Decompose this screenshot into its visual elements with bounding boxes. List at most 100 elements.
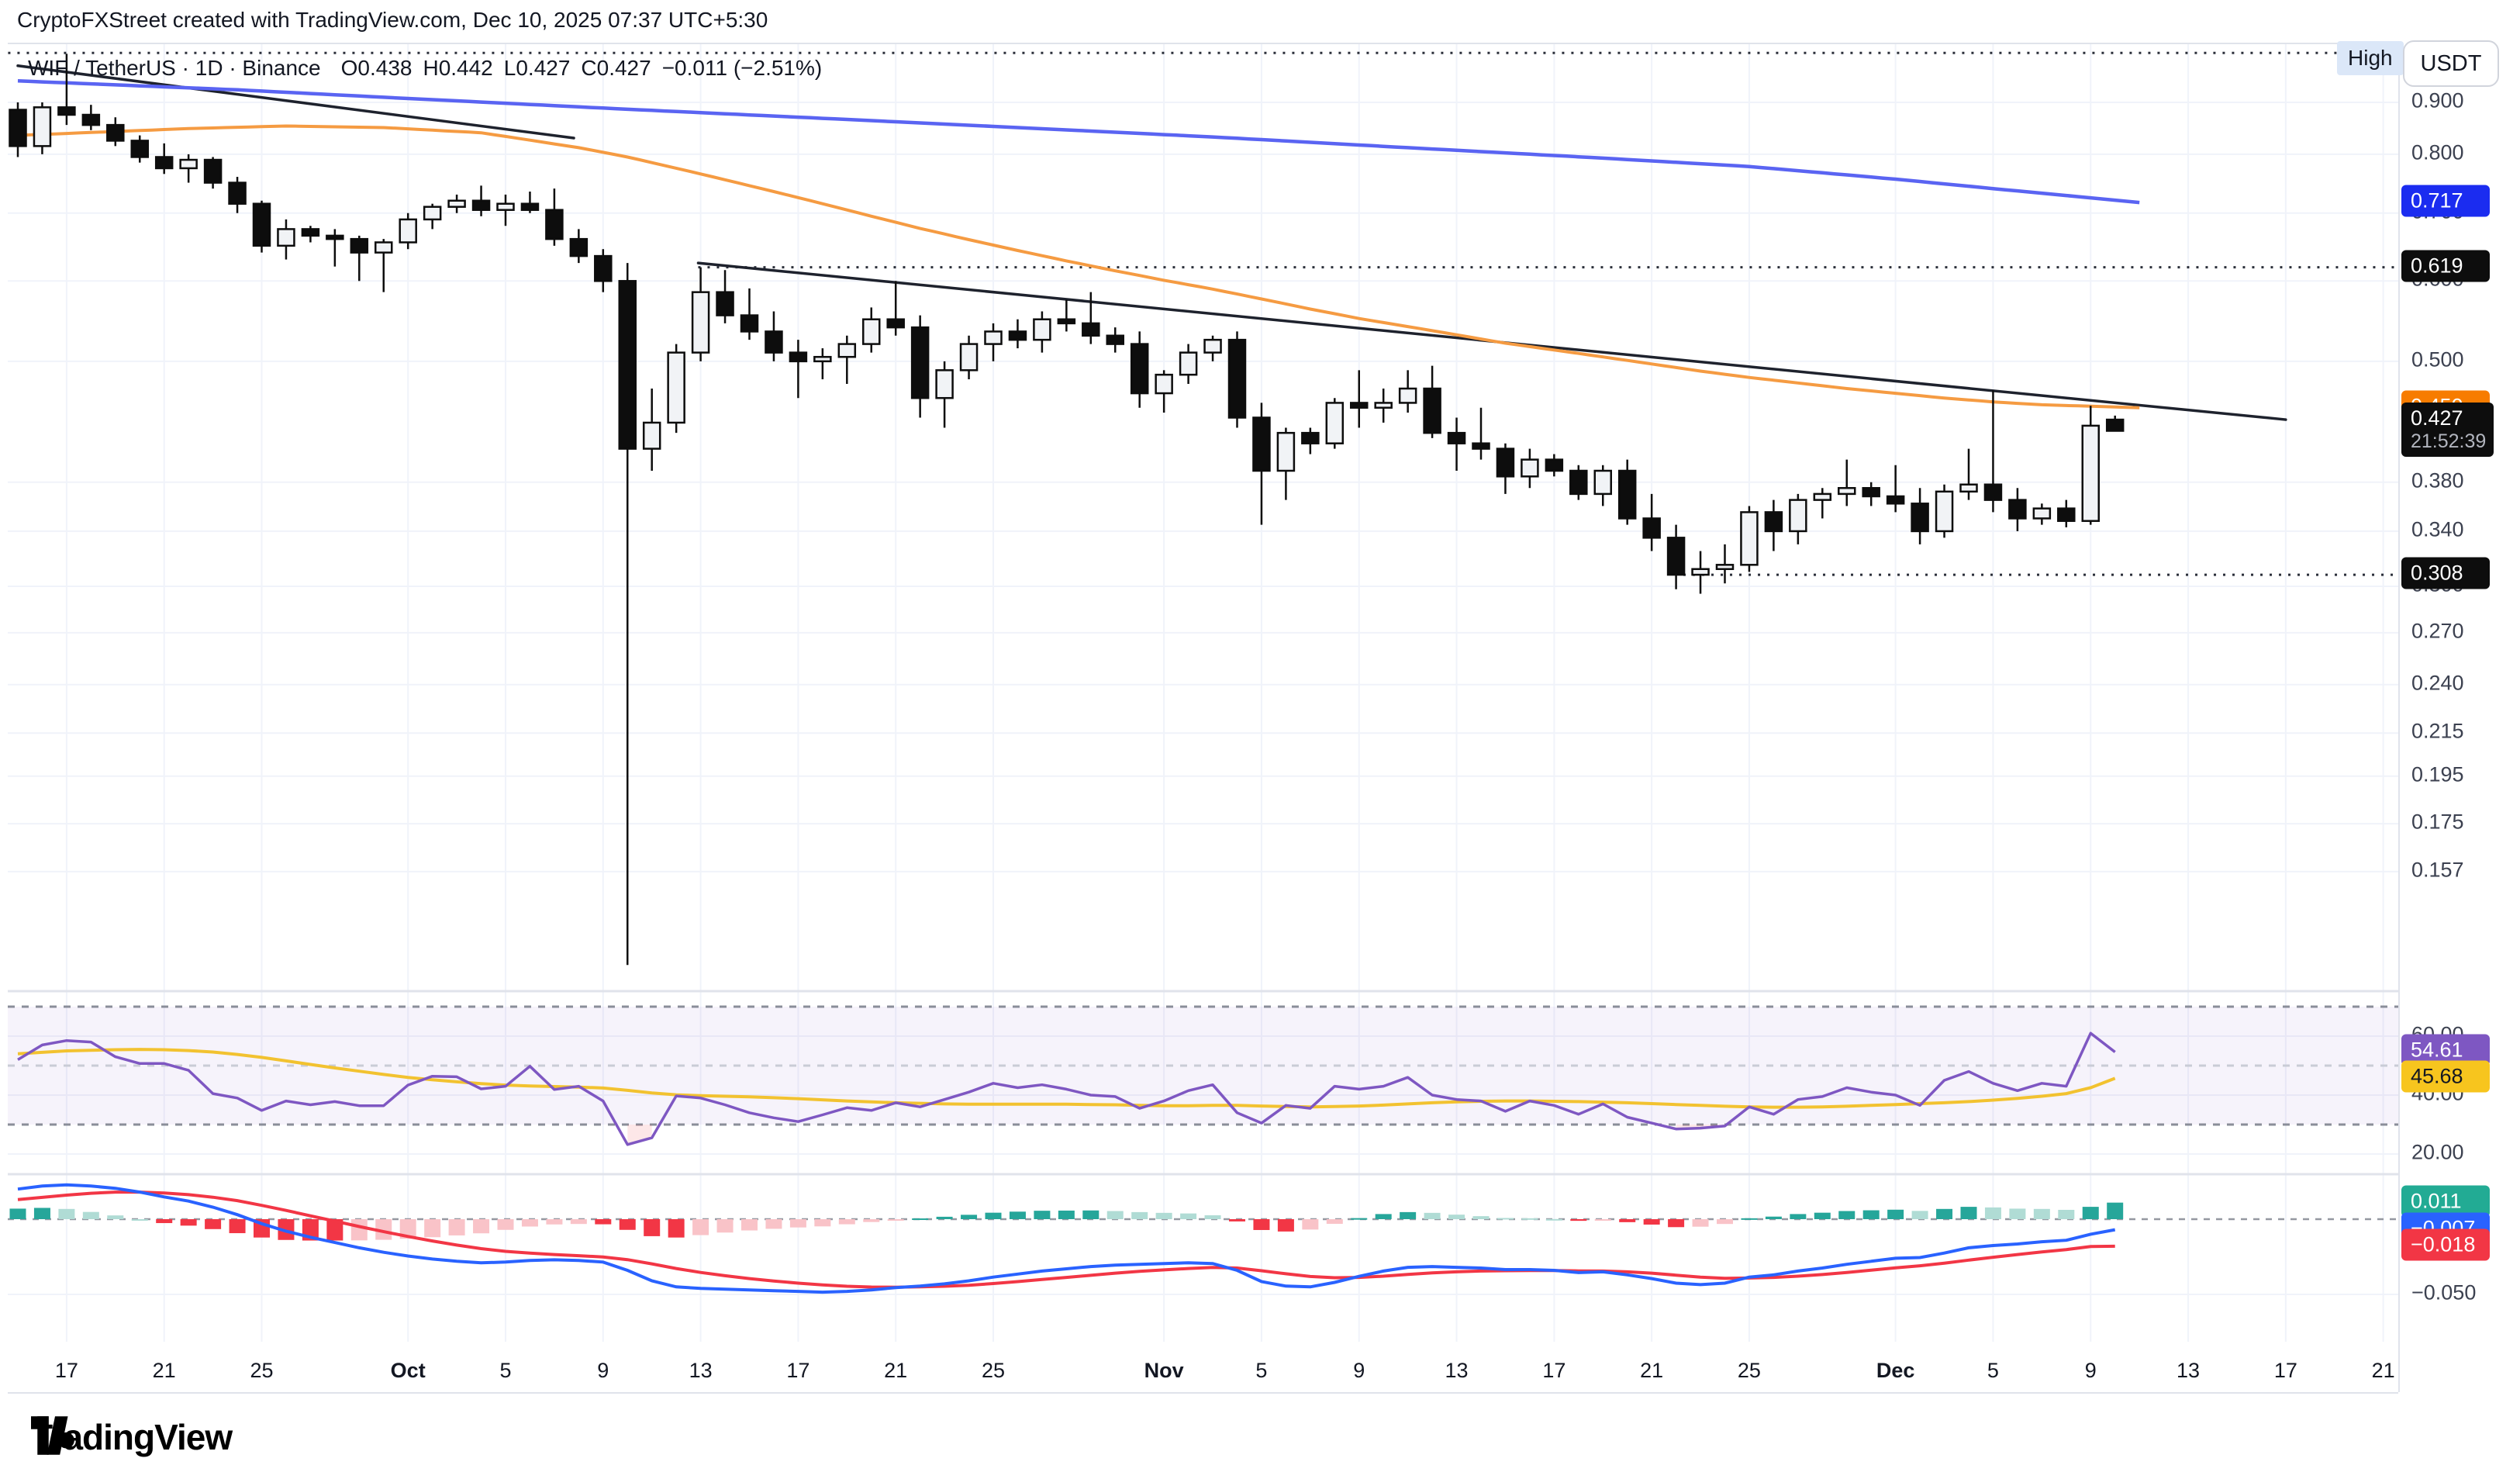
candle-body (81, 113, 101, 126)
macd-histogram-bar (1375, 1214, 1392, 1219)
candle-body (130, 140, 149, 158)
candle-body (594, 254, 613, 282)
candle-body (1789, 499, 1807, 533)
candle-body (9, 109, 27, 147)
macd-histogram-bar (473, 1219, 490, 1234)
macd-histogram-bar (2082, 1207, 2099, 1219)
time-tick-label[interactable]: 17 (1542, 1359, 1566, 1382)
time-axis-border (8, 1392, 2398, 1394)
candle-body (1033, 318, 1051, 341)
macd-histogram-bar (107, 1215, 124, 1219)
candle-body (1862, 487, 1880, 498)
macd-histogram-bar (1545, 1218, 1562, 1221)
time-tick-label[interactable]: 5 (1255, 1359, 1268, 1382)
time-tick-label[interactable]: 21 (2371, 1359, 2395, 1382)
macd-histogram-bar (375, 1219, 392, 1240)
candle-body (1983, 483, 2003, 501)
time-tick-label[interactable]: 13 (2177, 1359, 2201, 1382)
candle-body (935, 369, 954, 399)
candle-body (1008, 330, 1027, 341)
rsi-oversold-fill (627, 1125, 652, 1145)
time-tick-label[interactable]: 17 (786, 1359, 810, 1382)
macd-histogram-bar (1448, 1215, 1465, 1219)
macd-histogram-bar (350, 1219, 368, 1241)
candle-body (1959, 483, 1978, 493)
time-tick-label[interactable]: 25 (981, 1359, 1006, 1382)
candle-body (959, 343, 979, 371)
macd-histogram-bar (1570, 1219, 1587, 1221)
macd-histogram-bar (985, 1212, 1002, 1219)
macd-histogram-bar (1717, 1219, 1733, 1225)
candle-body (57, 106, 76, 116)
macd-histogram-bar (2058, 1209, 2075, 1219)
macd-histogram-bar (1131, 1211, 1148, 1219)
ma-blue-line (17, 79, 2140, 205)
macd-histogram-bar (936, 1216, 953, 1219)
candle-body (1082, 322, 1100, 337)
time-tick-label[interactable]: 21 (152, 1359, 176, 1382)
ohlc-open: O0.438 (340, 56, 413, 80)
time-tick-label[interactable]: 13 (689, 1359, 713, 1382)
macd-histogram-bar (619, 1219, 636, 1230)
candle-body (301, 228, 320, 237)
ma-blue-price-label: 0.717 (2401, 185, 2490, 217)
time-tick-label[interactable]: 25 (250, 1359, 274, 1382)
macd-tick-label: −0.050 (2411, 1280, 2477, 1304)
macd-histogram-bar (326, 1219, 343, 1241)
price-tick-label: 0.500 (2411, 347, 2464, 371)
time-tick-label[interactable]: 13 (1445, 1359, 1469, 1382)
candle-body (1764, 511, 1783, 533)
candle-body (1593, 469, 1612, 496)
candle-body (496, 202, 515, 211)
candle-body (910, 326, 930, 399)
ohlc-low: L0.427 (503, 56, 571, 80)
time-tick-label[interactable]: 9 (1353, 1359, 1365, 1382)
candle-body (179, 158, 198, 170)
time-tick-label[interactable]: 5 (1987, 1359, 1999, 1382)
candle-body (1642, 517, 1661, 539)
tradingview-logo[interactable]: TradingView (31, 1416, 233, 1458)
price-tick-label: 0.215 (2411, 719, 2464, 743)
macd-histogram-bar (1887, 1209, 1904, 1219)
time-tick-label[interactable]: 9 (2084, 1359, 2097, 1382)
macd-histogram-bar (9, 1208, 26, 1219)
candle-body (1838, 487, 1856, 496)
macd-histogram-bar (2009, 1208, 2026, 1219)
candle-body (1106, 334, 1124, 345)
time-tick-label[interactable]: Nov (1144, 1359, 1184, 1382)
macd-histogram-bar (716, 1219, 734, 1233)
candle-body (106, 123, 125, 142)
candle-body (1496, 447, 1515, 478)
price-tick-label: 0.900 (2411, 88, 2464, 112)
candle-body (1423, 387, 1441, 434)
chart-canvas[interactable] (8, 44, 2398, 1394)
macd-histogram-bar (668, 1219, 685, 1238)
macd-histogram-bar (2107, 1202, 2124, 1219)
ma-orange-line (17, 124, 2140, 409)
macd-histogram-bar (1960, 1207, 1977, 1219)
macd-histogram-bar (180, 1219, 197, 1226)
macd-histogram-bar (399, 1219, 416, 1239)
macd-histogram-bar (741, 1219, 758, 1231)
macd-histogram-bar (1424, 1212, 1441, 1219)
macd-histogram-bar (765, 1219, 782, 1229)
time-tick-label[interactable]: 21 (884, 1359, 908, 1382)
rsi-tick-label: 20.00 (2411, 1140, 2464, 1164)
currency-toggle-button[interactable]: USDT (2403, 40, 2499, 87)
candle-body (1569, 469, 1588, 496)
time-tick-label[interactable]: 5 (499, 1359, 512, 1382)
time-tick-label[interactable]: 21 (1640, 1359, 1664, 1382)
macd-histogram-bar (33, 1208, 50, 1219)
time-tick-label[interactable]: Dec (1876, 1359, 1915, 1382)
macd-histogram-bar (814, 1219, 831, 1227)
macd-signal-value-label: −0.018 (2401, 1228, 2490, 1261)
macd-histogram-bar (1741, 1218, 1758, 1220)
time-tick-label[interactable]: Oct (390, 1359, 426, 1382)
time-tick-label[interactable]: 17 (54, 1359, 78, 1382)
symbol-title[interactable]: WIF / TetherUS · 1D · Binance (28, 56, 321, 80)
macd-histogram-bar (1814, 1212, 1831, 1219)
time-tick-label[interactable]: 17 (2273, 1359, 2297, 1382)
time-tick-label[interactable]: 9 (597, 1359, 609, 1382)
time-tick-label[interactable]: 25 (1737, 1359, 1761, 1382)
